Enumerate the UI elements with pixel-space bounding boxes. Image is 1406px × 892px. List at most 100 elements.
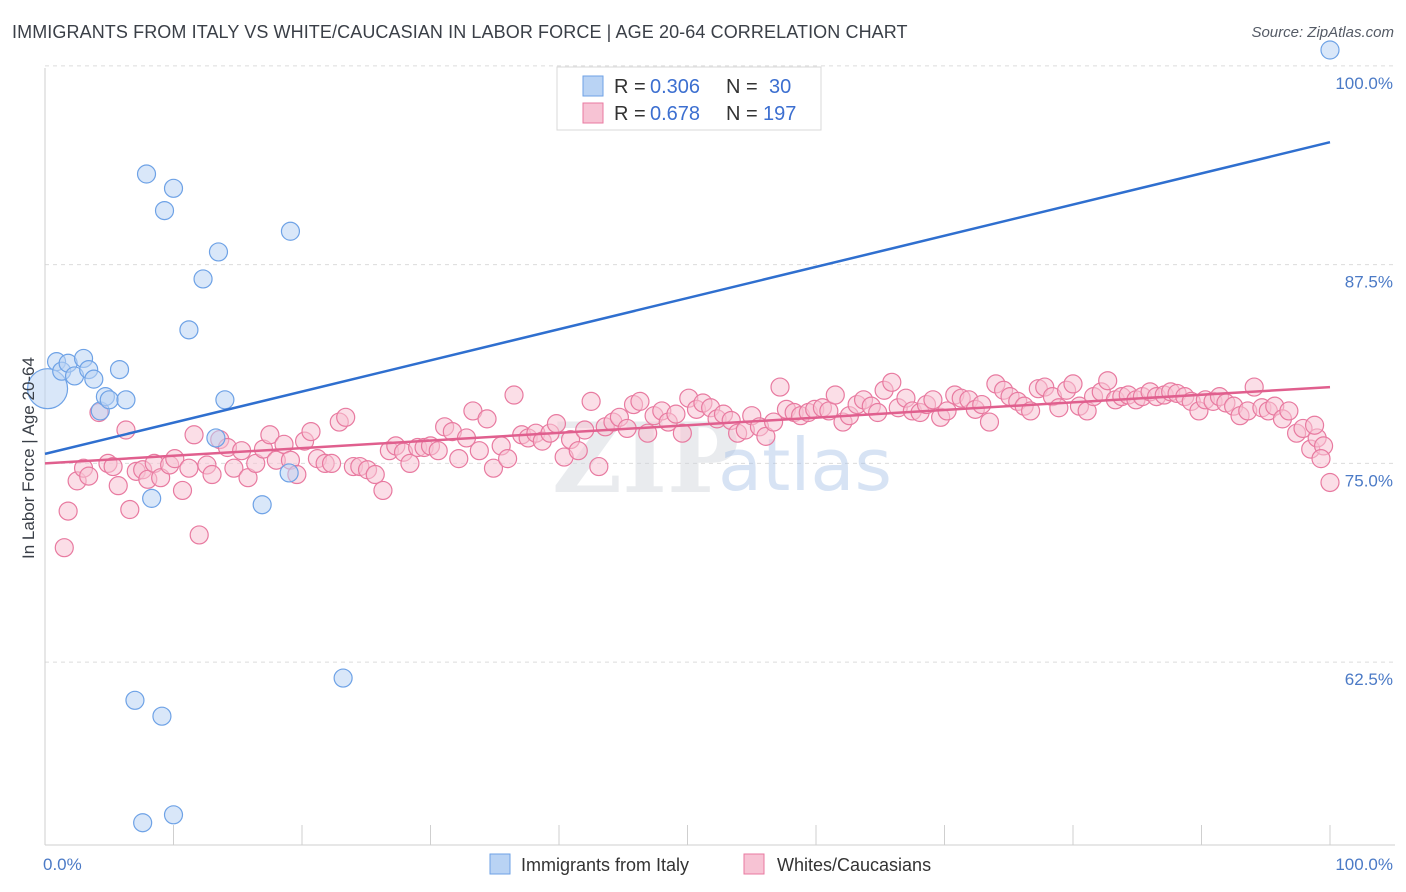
whites-point-61	[469, 441, 489, 461]
whites-point-17	[165, 449, 185, 469]
source-credit: Source: ZipAtlas.com	[1251, 24, 1394, 41]
whites-point-23	[202, 464, 222, 485]
legend-n-label-2: N =	[726, 103, 758, 125]
legend-r-value-1: 0.306	[650, 76, 700, 98]
bottom-legend-label-italy: Immigrants from Italy	[521, 855, 689, 875]
italy-point-28	[252, 495, 272, 515]
whites-point-184	[1304, 415, 1325, 435]
whites-point-62	[477, 409, 497, 429]
whites-point-47	[373, 480, 393, 501]
whites-point-140	[1020, 401, 1041, 421]
y-tick-label-2: 87.5%	[1345, 273, 1393, 292]
whites-point-66	[504, 385, 524, 405]
whites-point-120	[882, 372, 902, 392]
italy-point-18	[208, 242, 229, 262]
whites-point-133	[972, 394, 992, 415]
italy-point-20	[215, 390, 235, 410]
italy-point-30	[1320, 40, 1340, 60]
italy-point-11	[109, 359, 130, 380]
whites-point-84	[630, 391, 650, 411]
legend-r-label-1: R =	[614, 76, 646, 98]
chart-title: IMMIGRANTS FROM ITALY VS WHITE/CAUCASIAN…	[12, 22, 908, 42]
y-tick-label-1: 75.0%	[1345, 471, 1393, 490]
italy-point-16	[179, 320, 199, 340]
whites-point-21	[189, 525, 209, 545]
italy-point-22	[333, 668, 353, 688]
whites-point-42	[336, 407, 356, 427]
italy-point-24	[152, 706, 172, 726]
whites-point-7	[103, 456, 123, 477]
whites-point-172	[1244, 377, 1264, 397]
x-tick-label-1: 100.0%	[1335, 855, 1393, 874]
whites-point-20	[184, 425, 204, 445]
italy-point-27	[142, 488, 162, 508]
whites-point-112	[825, 385, 845, 405]
legend-swatch-italy	[582, 75, 604, 97]
series-italy-points	[26, 40, 1340, 833]
trend-line-whites	[44, 385, 1331, 465]
italy-point-12	[116, 390, 136, 410]
whites-point-90	[672, 423, 692, 443]
y-tick-labels: 62.5% 75.0% 87.5% 100.0%	[1335, 74, 1393, 689]
whites-point-134	[979, 412, 1000, 432]
bottom-legend-swatch-italy	[489, 853, 511, 875]
whites-point-183	[1320, 472, 1340, 493]
bottom-legend-label-whites: Whites/Caucasians	[777, 855, 931, 875]
whites-point-8	[108, 476, 128, 496]
trend-lines	[44, 141, 1331, 465]
italy-point-25	[133, 813, 153, 833]
italy-point-13	[136, 164, 157, 184]
y-tick-label-3: 100.0%	[1335, 74, 1393, 93]
grid-lines	[45, 65, 1395, 663]
whites-point-63	[483, 458, 504, 478]
whites-point-78	[589, 456, 609, 477]
whites-point-37	[301, 422, 321, 442]
whites-point-4	[79, 466, 99, 486]
whites-point-46	[365, 464, 385, 485]
whites-point-151	[1098, 371, 1118, 391]
whites-point-103	[763, 412, 784, 432]
legend-r-value-2: 0.678	[650, 103, 700, 125]
legend-swatch-whites	[582, 102, 604, 124]
whites-point-55	[428, 441, 448, 461]
axes	[44, 68, 1395, 846]
italy-point-29	[279, 463, 299, 483]
italy-point-15	[163, 178, 184, 198]
legend-n-value-2: 197	[763, 103, 796, 125]
whites-point-26	[224, 458, 244, 478]
legend-r-label-2: R =	[614, 103, 646, 125]
legend-n-label-1: N =	[726, 76, 758, 98]
series-whites-points	[54, 371, 1340, 558]
whites-point-31	[260, 425, 280, 445]
italy-point-23	[125, 690, 145, 710]
legend-n-value-1: 30	[769, 76, 791, 98]
whites-point-0	[54, 538, 74, 558]
whites-point-89	[666, 404, 686, 424]
whites-point-75	[568, 441, 588, 461]
whites-point-177	[1279, 401, 1299, 421]
whites-point-1	[58, 501, 78, 521]
whites-point-77	[581, 391, 601, 411]
whites-point-146	[1063, 374, 1083, 394]
x-tick-labels: 0.0% 100.0%	[43, 855, 1393, 874]
whites-point-58	[449, 449, 469, 469]
x-tick-label-0: 0.0%	[43, 855, 82, 874]
legend: R = 0.306 N = 30 R = 0.678 N = 197	[556, 66, 822, 131]
whites-point-126	[923, 390, 943, 410]
bottom-legend-swatch-whites	[743, 853, 765, 875]
whites-point-104	[770, 377, 790, 397]
italy-point-10	[99, 390, 119, 410]
y-tick-label-0: 62.5%	[1345, 670, 1393, 689]
italy-point-14	[154, 200, 175, 221]
italy-point-7	[84, 369, 104, 389]
whites-point-51	[400, 453, 420, 473]
whites-point-19	[179, 458, 199, 478]
italy-point-21	[280, 221, 301, 241]
whites-point-144	[1049, 398, 1069, 418]
italy-point-26	[163, 805, 184, 825]
whites-point-18	[172, 480, 193, 501]
whites-point-185	[1311, 449, 1331, 469]
whites-point-65	[498, 449, 518, 469]
italy-point-19	[206, 428, 226, 448]
